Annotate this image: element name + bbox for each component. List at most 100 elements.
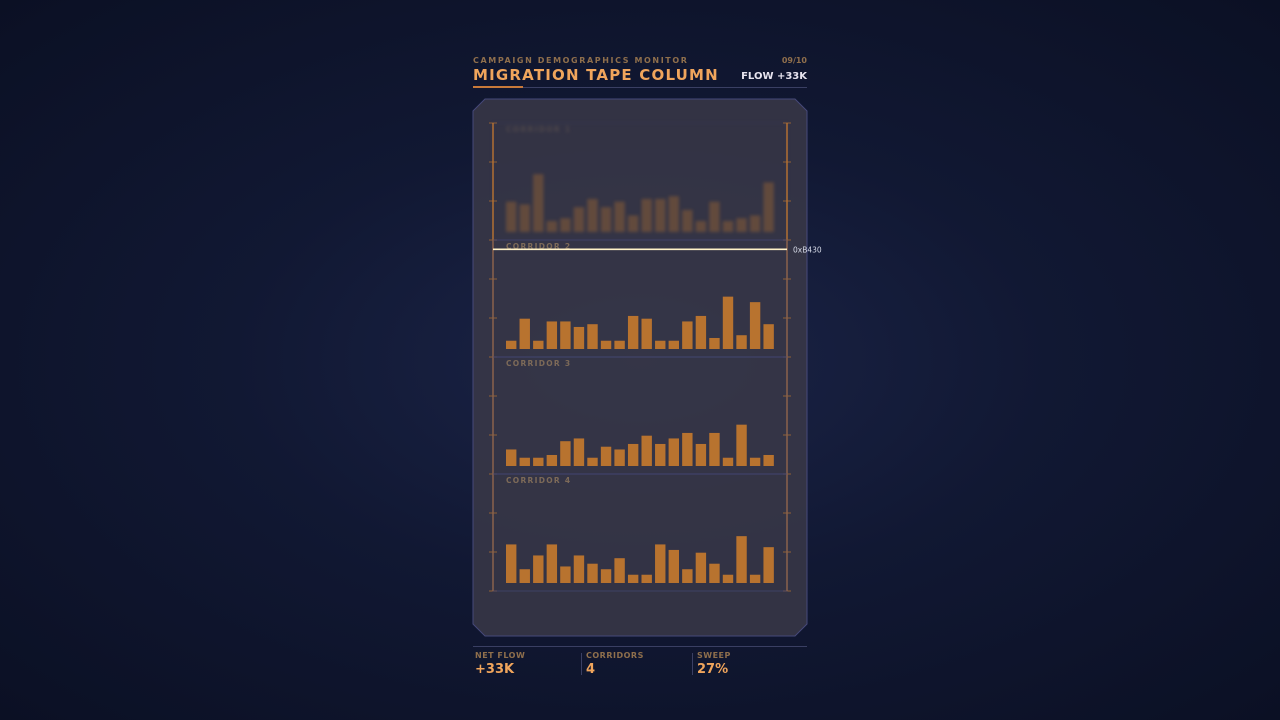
page-title: MIGRATION TAPE COLUMN (473, 66, 719, 84)
bar (695, 315, 707, 349)
corridor-group: CORRIDOR 4 (492, 473, 788, 592)
bar (682, 321, 693, 349)
bar (627, 574, 639, 583)
bar (641, 435, 652, 466)
stat-corridors-value: 4 (586, 662, 596, 677)
stats-bar: NET FLOW +33K CORRIDORS 4 SWEEP 27% (473, 646, 807, 679)
bar (560, 566, 571, 583)
bar (600, 207, 612, 232)
bar (560, 441, 571, 466)
bar (668, 340, 679, 349)
bar (573, 326, 585, 349)
scanline-label: 0xB430 (793, 245, 822, 254)
bar (736, 424, 747, 466)
bar (655, 443, 666, 466)
bar (695, 552, 707, 583)
bar (600, 569, 612, 583)
bar (655, 340, 666, 349)
header-date: 09/10 (781, 56, 807, 65)
bar (749, 574, 761, 583)
bar (506, 340, 517, 349)
bar (736, 218, 747, 232)
bar (587, 457, 598, 466)
corridor-label: CORRIDOR 4 (506, 476, 571, 485)
header: CAMPAIGN DEMOGRAPHICS MONITOR 09/10 MIGR… (473, 54, 807, 90)
bar (587, 563, 598, 583)
bar (533, 340, 544, 349)
bar (736, 536, 747, 583)
bar (533, 457, 544, 466)
bar (614, 340, 625, 349)
corridor-label: CORRIDOR 3 (506, 359, 571, 368)
bar (709, 337, 720, 349)
corridor-frame (492, 473, 788, 592)
bar (506, 201, 517, 232)
bar (560, 321, 571, 349)
bar (641, 574, 652, 583)
bar (668, 549, 679, 583)
bar (763, 324, 774, 349)
bar (533, 174, 544, 232)
corridor-label: CORRIDOR 1 (506, 125, 571, 134)
bar (722, 457, 734, 466)
bar (736, 335, 747, 349)
bar (506, 449, 517, 466)
bar (763, 182, 774, 232)
bar (533, 555, 544, 583)
bar (627, 215, 639, 232)
bar (546, 454, 558, 466)
bar (668, 196, 679, 232)
corridor-label: CORRIDOR 2 (506, 242, 571, 251)
bar (614, 201, 625, 232)
bar (682, 209, 693, 232)
bar (722, 296, 734, 349)
bar (506, 544, 517, 583)
bar (519, 318, 530, 349)
flow-badge: FLOW +33K (741, 71, 807, 82)
stat-corridors: CORRIDORS 4 (586, 651, 644, 677)
bar (763, 547, 774, 583)
stat-net-flow-value: +33K (475, 662, 515, 677)
stat-sweep-value: 27% (697, 662, 729, 677)
bar (546, 220, 558, 232)
bar (695, 220, 707, 232)
bar (627, 315, 639, 349)
header-kicker: CAMPAIGN DEMOGRAPHICS MONITOR (473, 56, 689, 65)
stat-net-flow-label: NET FLOW (475, 651, 526, 660)
bar (763, 454, 774, 466)
bar (546, 544, 558, 583)
bar (519, 457, 530, 466)
corridor-group: CORRIDOR 1 (492, 122, 788, 241)
bar (519, 569, 530, 583)
bar (573, 207, 585, 232)
bar (655, 198, 666, 232)
bar (573, 438, 585, 466)
tape-chart: CORRIDOR 1 CORRIDOR 2 CORRIDOR 3 CORRIDOR 4… (472, 98, 822, 637)
bar (627, 443, 639, 466)
bar (682, 432, 693, 466)
panel-frame (472, 98, 808, 637)
bar (600, 340, 612, 349)
stat-net-flow: NET FLOW +33K (475, 651, 525, 677)
corridor-group: CORRIDOR 3 (492, 356, 788, 475)
bar (749, 302, 761, 349)
corridor-group: CORRIDOR 2 (492, 239, 788, 358)
bar (560, 218, 571, 232)
tape-panel: CORRIDOR 1 CORRIDOR 2 CORRIDOR 3 CORRIDOR 4… (472, 98, 822, 637)
header-rule (473, 87, 807, 88)
bar (722, 574, 734, 583)
stat-corridors-label: CORRIDORS (586, 651, 644, 660)
bar (682, 569, 693, 583)
bar (749, 215, 761, 232)
bar (709, 201, 720, 232)
bar (546, 321, 558, 349)
bar (600, 446, 612, 466)
bar (587, 324, 598, 349)
bar (709, 432, 720, 466)
header-rule-accent (473, 86, 523, 88)
bar (587, 198, 598, 232)
bar (641, 198, 652, 232)
bar (641, 318, 652, 349)
bar (614, 558, 625, 583)
bar (709, 563, 720, 583)
